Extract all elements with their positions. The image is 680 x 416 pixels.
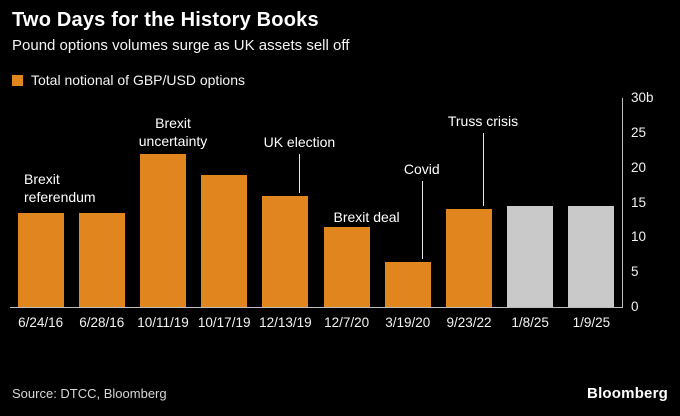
bar-1/9/25 [568, 205, 615, 307]
chart-title: Two Days for the History Books [12, 9, 319, 31]
source-note: Source: DTCC, Bloomberg [12, 386, 167, 401]
annotation: Brexit uncertainty [138, 115, 208, 149]
y-axis-label: 0 [631, 299, 639, 314]
annotation: Brexit deal [333, 209, 400, 225]
annotation-connector-line [421, 181, 423, 259]
annotation-connector-line [483, 133, 484, 207]
bar-3/19/20 [384, 261, 431, 307]
x-axis-label: 1/9/25 [572, 315, 611, 330]
bar-6/28/16 [78, 212, 125, 307]
x-axis-label: 3/19/20 [385, 315, 431, 330]
annotation: UK election [263, 134, 336, 150]
x-axis-label: 6/24/16 [18, 315, 64, 330]
bar-1/8/25 [507, 205, 554, 307]
x-axis-label: 1/8/25 [511, 315, 549, 330]
annotation: Truss crisis [447, 113, 519, 129]
y-axis-label: 10 [631, 229, 647, 245]
x-axis-label: 10/17/19 [197, 315, 251, 330]
x-axis-label: 12/13/19 [259, 315, 312, 330]
y-axis-label: 30b [631, 90, 654, 105]
x-axis-label: 9/23/22 [446, 315, 492, 330]
bar-9/23/22 [446, 209, 492, 307]
bloomberg-logo: Bloomberg [587, 385, 668, 402]
legend-label: Total notional of GBP/USD options [31, 72, 246, 88]
x-axis-label: 6/28/16 [79, 315, 125, 330]
bar-12/7/20 [323, 226, 370, 307]
y-axis-line [622, 98, 623, 308]
legend-swatch-icon [12, 74, 23, 86]
footer: Source: DTCC, Bloomberg Bloomberg [0, 385, 680, 402]
bar-10/17/19 [201, 174, 248, 307]
annotation-connector-line [299, 154, 301, 193]
x-axis-label: 10/11/19 [137, 315, 189, 330]
legend: Total notional of GBP/USD options [12, 72, 245, 88]
bar-10/11/19 [140, 153, 186, 307]
y-axis-label: 5 [631, 264, 639, 280]
plot-area: Brexit referendum Brexit uncertainty UK elec… [10, 98, 622, 307]
chart-subtitle: Pound options volumes surge as UK assets… [12, 37, 350, 54]
annotation: Covid [403, 161, 440, 177]
y-axis-label: 15 [631, 194, 647, 210]
annotation: Brexit referendum [24, 171, 96, 205]
y-axis-label: 20 [631, 159, 647, 175]
bar-12/13/19 [262, 195, 309, 307]
x-axis-label: 12/7/20 [324, 315, 370, 330]
bar-6/24/16 [17, 212, 64, 307]
x-axis-baseline [10, 307, 623, 308]
y-axis-label: 25 [631, 124, 647, 140]
